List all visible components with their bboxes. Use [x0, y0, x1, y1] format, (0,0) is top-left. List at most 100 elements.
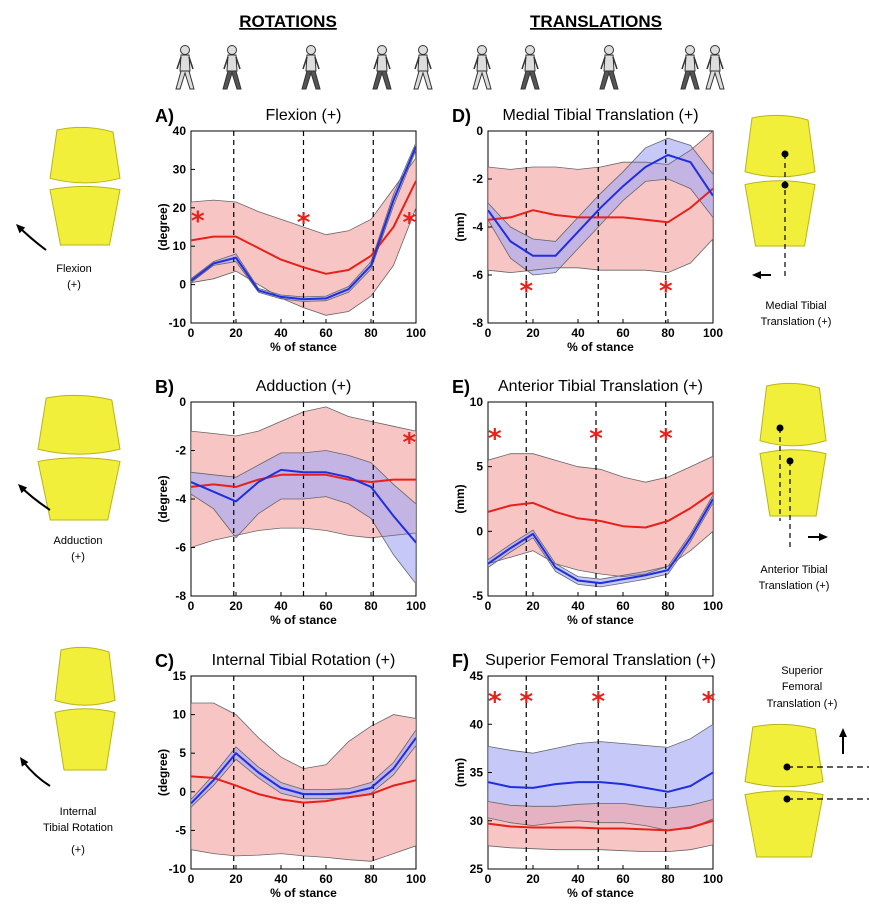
x-tick-label: 40 [274, 599, 288, 613]
x-tick-label: 20 [229, 599, 243, 613]
y-tick-label: -10 [169, 862, 187, 876]
walking-figure-icon [413, 45, 433, 90]
x-axis-label: % of stance [270, 613, 337, 627]
side-label-line: Femoral [782, 681, 822, 693]
rotation-arrow-icon [808, 533, 828, 541]
x-tick-label: 20 [229, 326, 243, 340]
rotation-arrow-icon [752, 271, 771, 279]
mean-line-blue [488, 771, 713, 793]
knee-joint-icon [49, 126, 121, 246]
significance-asterisk: * [191, 206, 205, 236]
significance-asterisk: * [591, 687, 605, 717]
x-tick-label: 0 [485, 326, 492, 340]
side-label-line: Medial Tibial [765, 300, 826, 312]
x-tick-label: 100 [703, 326, 723, 340]
plot-content [488, 676, 713, 869]
significance-asterisk: * [402, 208, 416, 238]
y-tick-label: 45 [470, 669, 484, 683]
mean-line-red [488, 491, 713, 529]
x-tick-label: 60 [616, 599, 630, 613]
y-tick-label: 0 [179, 785, 186, 799]
x-tick-label: 40 [274, 872, 288, 886]
walking-figure-icon [705, 45, 725, 90]
band-edge-red-lower [191, 845, 416, 862]
band-edge-blue-upper [488, 137, 713, 242]
plot-content [488, 402, 713, 596]
chart-panel-c: 0 20 40 60 80 100 -10 -5 0 5 10 15 % of stance (degre… [155, 651, 426, 900]
band-edge-red-upper [488, 799, 713, 809]
rotation-arrow-icon [16, 224, 47, 251]
panel-title: Adduction (+) [256, 378, 352, 395]
x-tick-label: 20 [526, 599, 540, 613]
y-tick-label: -8 [175, 589, 186, 603]
side-label-line: Internal [60, 806, 97, 818]
chart-panel-b: * 0 20 40 60 80 100 -8 -6 -4 -2 0 % of stance (degree… [155, 377, 426, 627]
panel-title: Internal Tibial Rotation (+) [212, 652, 396, 669]
knee-illustrations [16, 114, 869, 858]
significance-asterisk: * [297, 208, 311, 238]
y-tick-label: -4 [175, 492, 186, 506]
x-tick-label: 100 [406, 326, 426, 340]
mean-line-blue [191, 146, 416, 301]
chart-panel-d: * * 0 20 40 60 80 100 -8 -6 -4 -2 0 % of stance (mm) D)… [452, 106, 723, 354]
y-tick-label: -8 [472, 316, 483, 330]
y-tick-label: 10 [173, 239, 187, 253]
y-tick-label: 5 [476, 460, 483, 474]
y-tick-label: 35 [470, 766, 484, 780]
y-tick-label: -6 [472, 268, 483, 282]
x-tick-label: 80 [364, 326, 378, 340]
panel-letter: E) [452, 377, 470, 397]
significance-asterisk: * [702, 687, 716, 717]
significance-asterisk: * [659, 424, 673, 454]
x-tick-label: 60 [319, 599, 333, 613]
y-axis-label: (degree) [156, 203, 170, 250]
knee-joint-icon [759, 382, 827, 551]
walking-figure-icon [680, 45, 700, 90]
y-tick-label: 0 [476, 524, 483, 538]
panel-title: Flexion (+) [265, 107, 341, 124]
panel-letter: F) [452, 651, 469, 671]
x-tick-label: 20 [526, 326, 540, 340]
x-tick-label: 40 [571, 872, 585, 886]
y-tick-label: -5 [472, 589, 483, 603]
side-label-E: Anterior Tibial Translation (+) [759, 564, 830, 592]
band-edge-red-upper [191, 157, 416, 236]
y-tick-label: -6 [175, 541, 186, 555]
x-tick-label: 0 [188, 599, 195, 613]
y-tick-label: 5 [179, 746, 186, 760]
x-axis-label: % of stance [270, 340, 337, 354]
y-tick-label: -5 [175, 823, 186, 837]
significance-asterisk: * [488, 687, 502, 717]
x-tick-label: 60 [319, 326, 333, 340]
band-edge-red-lower [488, 238, 713, 274]
mean-line-red [191, 473, 416, 488]
panel-letter: A) [155, 106, 174, 126]
mean-line-blue [488, 498, 713, 585]
y-axis-label: (degree) [156, 749, 170, 796]
side-label-line: Translation (+) [767, 698, 838, 710]
x-tick-label: 80 [661, 326, 675, 340]
side-label-line: (+) [67, 279, 81, 291]
band-red [488, 799, 713, 852]
band-edge-blue-upper [488, 723, 713, 754]
significance-asterisk: * [402, 428, 416, 458]
rotation-arrow-icon [839, 728, 847, 754]
band-blue [191, 730, 416, 808]
band-edge-blue-lower [191, 745, 416, 808]
band-red [191, 703, 416, 862]
walking-figure-icon [520, 45, 540, 90]
side-label-line: Translation (+) [759, 580, 830, 592]
translations-header: TRANSLATIONS [530, 12, 662, 31]
side-label-line: Flexion [56, 263, 91, 275]
x-tick-label: 60 [616, 872, 630, 886]
y-tick-label: 30 [470, 814, 484, 828]
band-edge-blue-upper [191, 729, 416, 800]
mean-line-blue [191, 737, 416, 805]
x-tick-label: 80 [364, 872, 378, 886]
x-axis-label: % of stance [270, 886, 337, 900]
side-label-line: Adduction [54, 535, 103, 547]
y-axis-label: (mm) [453, 212, 467, 241]
x-tick-label: 40 [571, 599, 585, 613]
